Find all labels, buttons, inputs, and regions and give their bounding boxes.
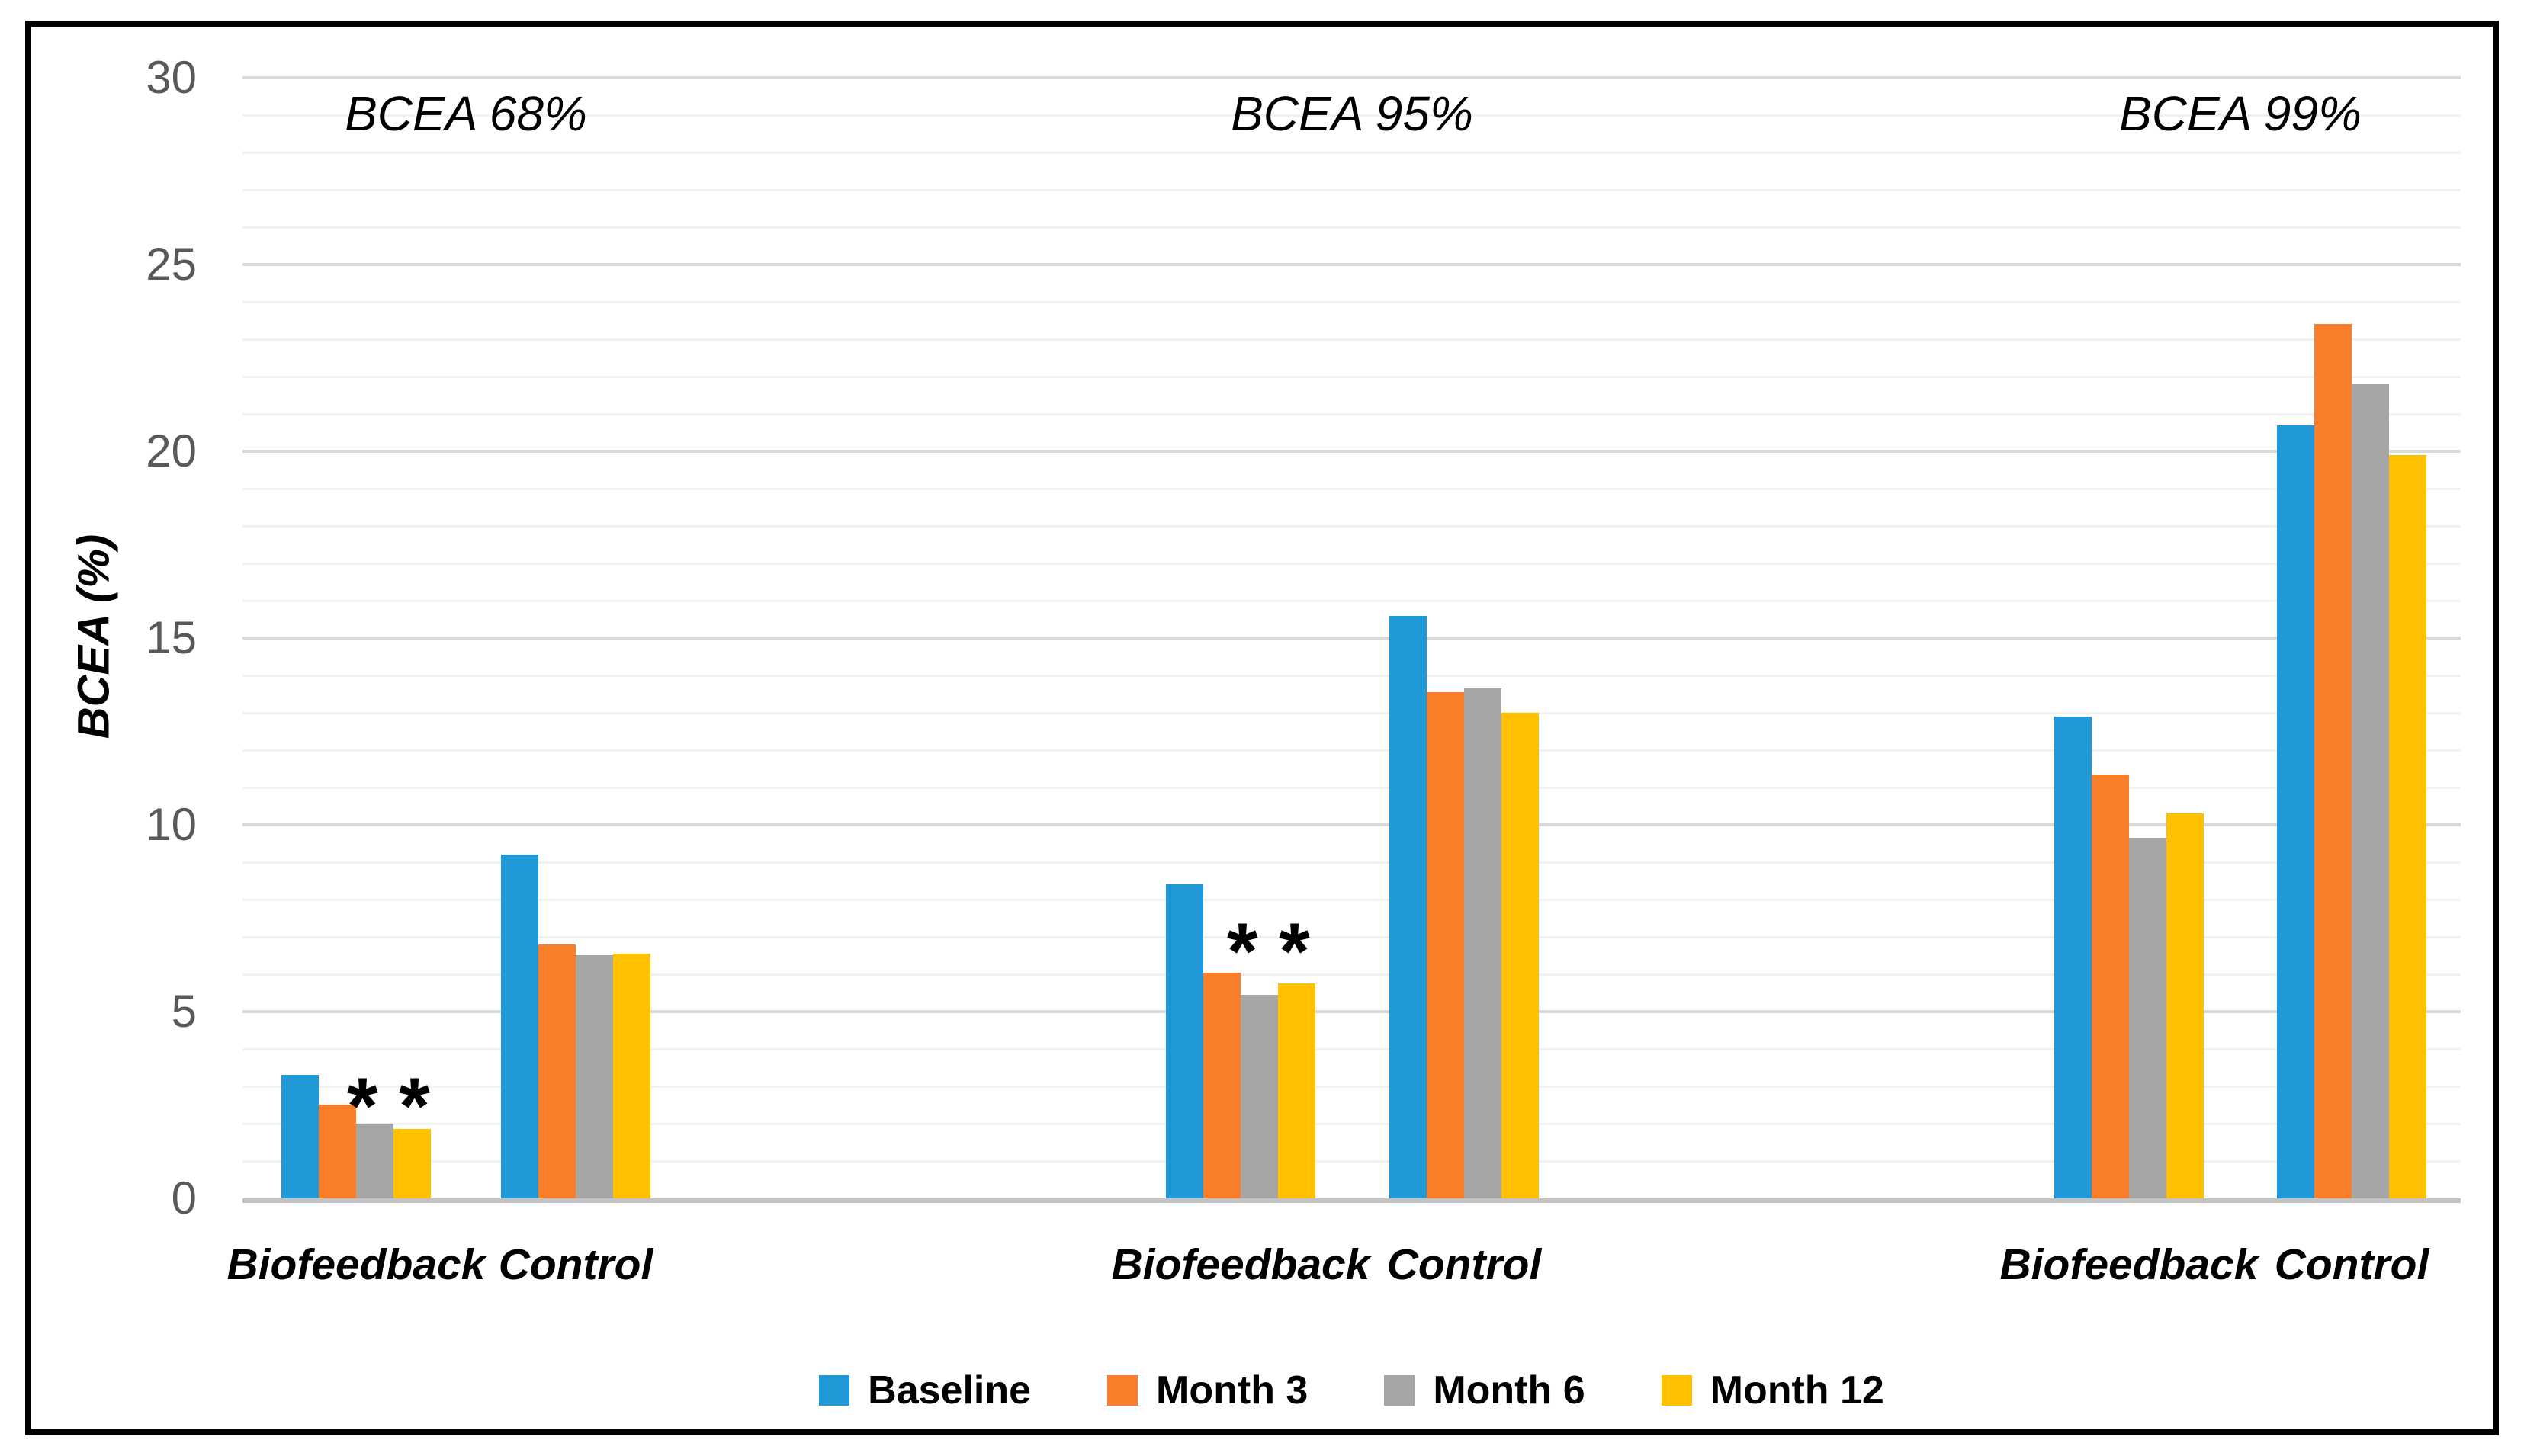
plot-area <box>242 73 2461 1209</box>
bar-baseline-4 <box>2054 717 2092 1198</box>
gridline-minor-13 <box>242 712 2461 714</box>
legend-label: Month 6 <box>1433 1368 1585 1413</box>
bar-baseline-2 <box>1166 884 1203 1198</box>
gridline-minor-9 <box>242 861 2461 864</box>
bar-month3-0 <box>319 1105 356 1198</box>
gridline-minor-14 <box>242 675 2461 677</box>
significance-marker-1: ** <box>346 1061 451 1151</box>
bar-month6-4 <box>2129 838 2166 1198</box>
legend-marker-month-6 <box>1384 1375 1415 1406</box>
figure-border <box>25 21 2499 1435</box>
legend-marker-month-3 <box>1107 1375 1138 1406</box>
legend-label: Baseline <box>868 1368 1032 1413</box>
legend-item-month-6: Month 6 <box>1384 1371 1585 1410</box>
legend: Baseline Month 3 Month 6 Month 12 <box>242 1369 2461 1412</box>
legend-label: Month 3 <box>1156 1368 1309 1413</box>
y-tick-label-30: 30 <box>146 52 197 103</box>
gridline-minor-26 <box>242 226 2461 229</box>
y-tick-label-10: 10 <box>146 799 197 850</box>
bar-month12-4 <box>2166 813 2204 1198</box>
gridline-minor-23 <box>242 338 2461 341</box>
gridline-minor-21 <box>242 413 2461 415</box>
gridline-minor-8 <box>242 899 2461 901</box>
gridline-minor-19 <box>242 488 2461 490</box>
legend-marker-month-12 <box>1661 1375 1692 1406</box>
bar-month6-2 <box>1241 995 1278 1198</box>
gridline-major-20 <box>242 450 2461 453</box>
bar-baseline-3 <box>1389 616 1427 1198</box>
category-label-biofeedback-4: Biofeedback <box>1999 1240 2259 1289</box>
gridline-minor-28 <box>242 152 2461 154</box>
gridline-minor-18 <box>242 525 2461 528</box>
category-label-control-5: Control <box>2274 1240 2429 1289</box>
gridline-minor-22 <box>242 376 2461 378</box>
gridline-major-5 <box>242 1010 2461 1013</box>
gridline-minor-3 <box>242 1086 2461 1088</box>
bar-month3-1 <box>538 944 576 1198</box>
y-tick-label-0: 0 <box>171 1172 197 1223</box>
gridline-minor-16 <box>242 600 2461 602</box>
panel-title-bcea-99-: BCEA 99% <box>2119 86 2362 141</box>
legend-marker-baseline <box>819 1375 850 1406</box>
bar-month3-5 <box>2314 324 2352 1198</box>
significance-marker-2: ** <box>1226 906 1331 996</box>
gridline-minor-6 <box>242 973 2461 976</box>
gridline-major-15 <box>242 637 2461 640</box>
y-axis-title: BCEA (%) <box>69 534 119 739</box>
category-label-biofeedback-0: Biofeedback <box>226 1240 486 1289</box>
legend-item-baseline: Baseline <box>819 1371 1031 1410</box>
gridline-minor-29 <box>242 114 2461 117</box>
gridline-major-25 <box>242 263 2461 266</box>
bar-baseline-5 <box>2277 425 2314 1198</box>
bar-month3-3 <box>1427 692 1464 1198</box>
gridline-minor-24 <box>242 301 2461 303</box>
gridline-minor-4 <box>242 1048 2461 1050</box>
bar-month12-3 <box>1501 713 1539 1198</box>
y-tick-label-15: 15 <box>146 612 197 663</box>
bar-baseline-1 <box>501 855 538 1198</box>
gridline-minor-1 <box>242 1160 2461 1163</box>
panel-title-bcea-68-: BCEA 68% <box>345 86 587 141</box>
bar-month12-1 <box>613 954 650 1198</box>
bar-month12-0 <box>393 1129 431 1198</box>
bar-month3-2 <box>1203 973 1241 1198</box>
bar-month12-5 <box>2389 455 2426 1198</box>
y-tick-label-20: 20 <box>146 425 197 476</box>
bar-baseline-0 <box>281 1075 319 1198</box>
category-label-biofeedback-2: Biofeedback <box>1111 1240 1370 1289</box>
legend-label: Month 12 <box>1710 1368 1884 1413</box>
gridline-major-30 <box>242 76 2461 79</box>
y-tick-label-5: 5 <box>171 986 197 1037</box>
x-axis-line <box>242 1198 2461 1203</box>
legend-item-month-3: Month 3 <box>1107 1371 1308 1410</box>
gridline-minor-27 <box>242 189 2461 191</box>
gridline-minor-17 <box>242 563 2461 565</box>
gridline-minor-2 <box>242 1123 2461 1125</box>
bar-month12-2 <box>1278 983 1315 1198</box>
y-tick-label-25: 25 <box>146 239 197 290</box>
bar-month6-5 <box>2352 384 2389 1198</box>
bar-month3-4 <box>2092 775 2129 1198</box>
category-label-control-3: Control <box>1386 1240 1542 1289</box>
category-label-control-1: Control <box>498 1240 653 1289</box>
legend-item-month-12: Month 12 <box>1661 1368 1884 1413</box>
gridline-minor-12 <box>242 749 2461 752</box>
panel-title-bcea-95-: BCEA 95% <box>1231 86 1473 141</box>
gridline-major-10 <box>242 823 2461 826</box>
bar-month6-1 <box>576 955 613 1198</box>
bar-month6-0 <box>356 1124 393 1198</box>
bar-month6-3 <box>1464 688 1501 1198</box>
gridline-minor-11 <box>242 787 2461 789</box>
gridline-minor-7 <box>242 936 2461 938</box>
